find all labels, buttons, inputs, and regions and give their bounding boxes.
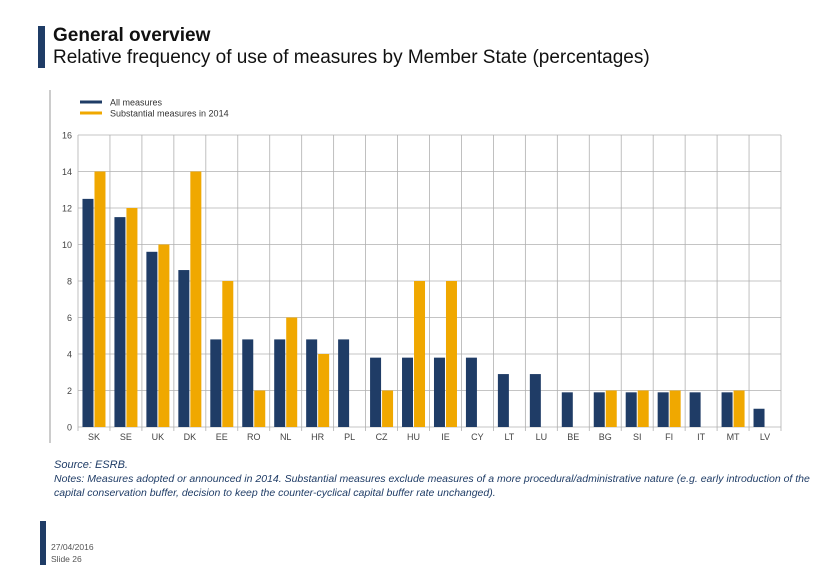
bar-all-measures [210,339,222,427]
y-tick-label: 10 [62,240,72,250]
x-tick-label: CZ [376,432,388,442]
y-tick-label: 2 [67,386,72,396]
bar-all-measures [625,392,637,427]
bar-all-measures [402,357,414,427]
bar-substantial-measures [254,390,266,427]
bar-all-measures [82,198,94,427]
x-tick-label: CY [471,432,484,442]
y-tick-label: 14 [62,167,72,177]
bar-all-measures [338,339,350,427]
x-tick-label: DK [184,432,197,442]
bar-all-measures [561,392,573,427]
x-tick-label: LV [760,432,770,442]
x-tick-label: PL [344,432,355,442]
x-tick-label: SI [633,432,642,442]
x-tick-label: FI [665,432,673,442]
bar-substantial-measures [669,390,681,427]
bar-substantial-measures [414,281,426,427]
y-tick-label: 4 [67,350,72,360]
x-tick-label: RO [247,432,261,442]
y-tick-label: 16 [62,131,72,141]
bar-all-measures [657,392,669,427]
bar-substantial-measures [94,171,106,427]
bar-substantial-measures [318,354,330,427]
legend-label: All measures [110,98,163,108]
x-tick-label: SE [120,432,132,442]
x-tick-label: LT [504,432,514,442]
bar-all-measures [689,392,701,427]
bar-substantial-measures [222,281,234,427]
x-tick-label: HR [311,432,324,442]
bar-substantial-measures [605,390,617,427]
x-tick-label: SK [88,432,100,442]
bar-all-measures [497,374,509,427]
footer: 27/04/2016 Slide 26 [51,541,94,565]
x-tick-label: MT [727,432,740,442]
footer-slide-number: Slide 26 [51,554,82,564]
y-tick-label: 12 [62,204,72,214]
bar-substantial-measures [158,244,170,427]
bar-substantial-measures [637,390,649,427]
page-title: General overview [53,25,211,46]
bar-all-measures [178,270,190,427]
x-tick-label: IT [697,432,706,442]
bar-substantial-measures [286,317,298,427]
x-tick-label: LU [536,432,548,442]
title-accent-bar [38,26,45,68]
page-subtitle: Relative frequency of use of measures by… [53,47,650,68]
bar-all-measures [274,339,286,427]
footer-accent-bar [40,521,46,565]
source-note: Source: ESRB. [54,459,128,471]
chart-area: All measures Substantial measures in 2014… [0,88,834,448]
bar-substantial-measures [445,281,457,427]
bar-all-measures [593,392,605,427]
x-tick-label: HU [407,432,420,442]
bar-all-measures [753,408,765,427]
x-tick-label: BE [567,432,579,442]
x-tick-label: UK [152,432,165,442]
bar-all-measures [433,357,445,427]
bar-substantial-measures [382,390,394,427]
title-block: General overview Relative frequency of u… [53,25,650,69]
bar-all-measures [306,339,318,427]
bar-all-measures [721,392,733,427]
x-tick-label: BG [599,432,612,442]
y-tick-label: 8 [67,277,72,287]
legend-label: Substantial measures in 2014 [110,109,229,119]
bar-substantial-measures [190,171,202,427]
bar-substantial-measures [126,208,138,427]
bar-all-measures [370,357,382,427]
y-tick-label: 0 [67,423,72,433]
bar-all-measures [146,251,158,427]
bar-all-measures [242,339,254,427]
bar-all-measures [465,357,477,427]
footer-date: 27/04/2016 [51,542,94,552]
x-tick-label: NL [280,432,292,442]
bar-all-measures [529,374,541,427]
bar-substantial-measures [733,390,745,427]
x-tick-label: IE [441,432,450,442]
footnote: Notes: Measures adopted or announced in … [54,473,810,499]
y-tick-label: 6 [67,313,72,323]
x-tick-label: EE [216,432,228,442]
bar-all-measures [114,217,126,427]
